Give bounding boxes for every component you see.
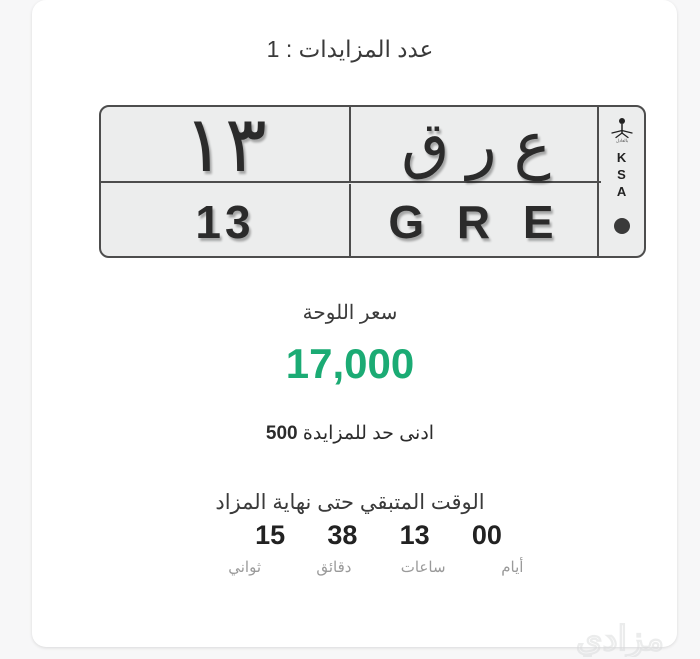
- svg-text:مزادي: مزادي: [576, 620, 664, 657]
- svg-text:بالعادل: بالعادل: [615, 138, 627, 143]
